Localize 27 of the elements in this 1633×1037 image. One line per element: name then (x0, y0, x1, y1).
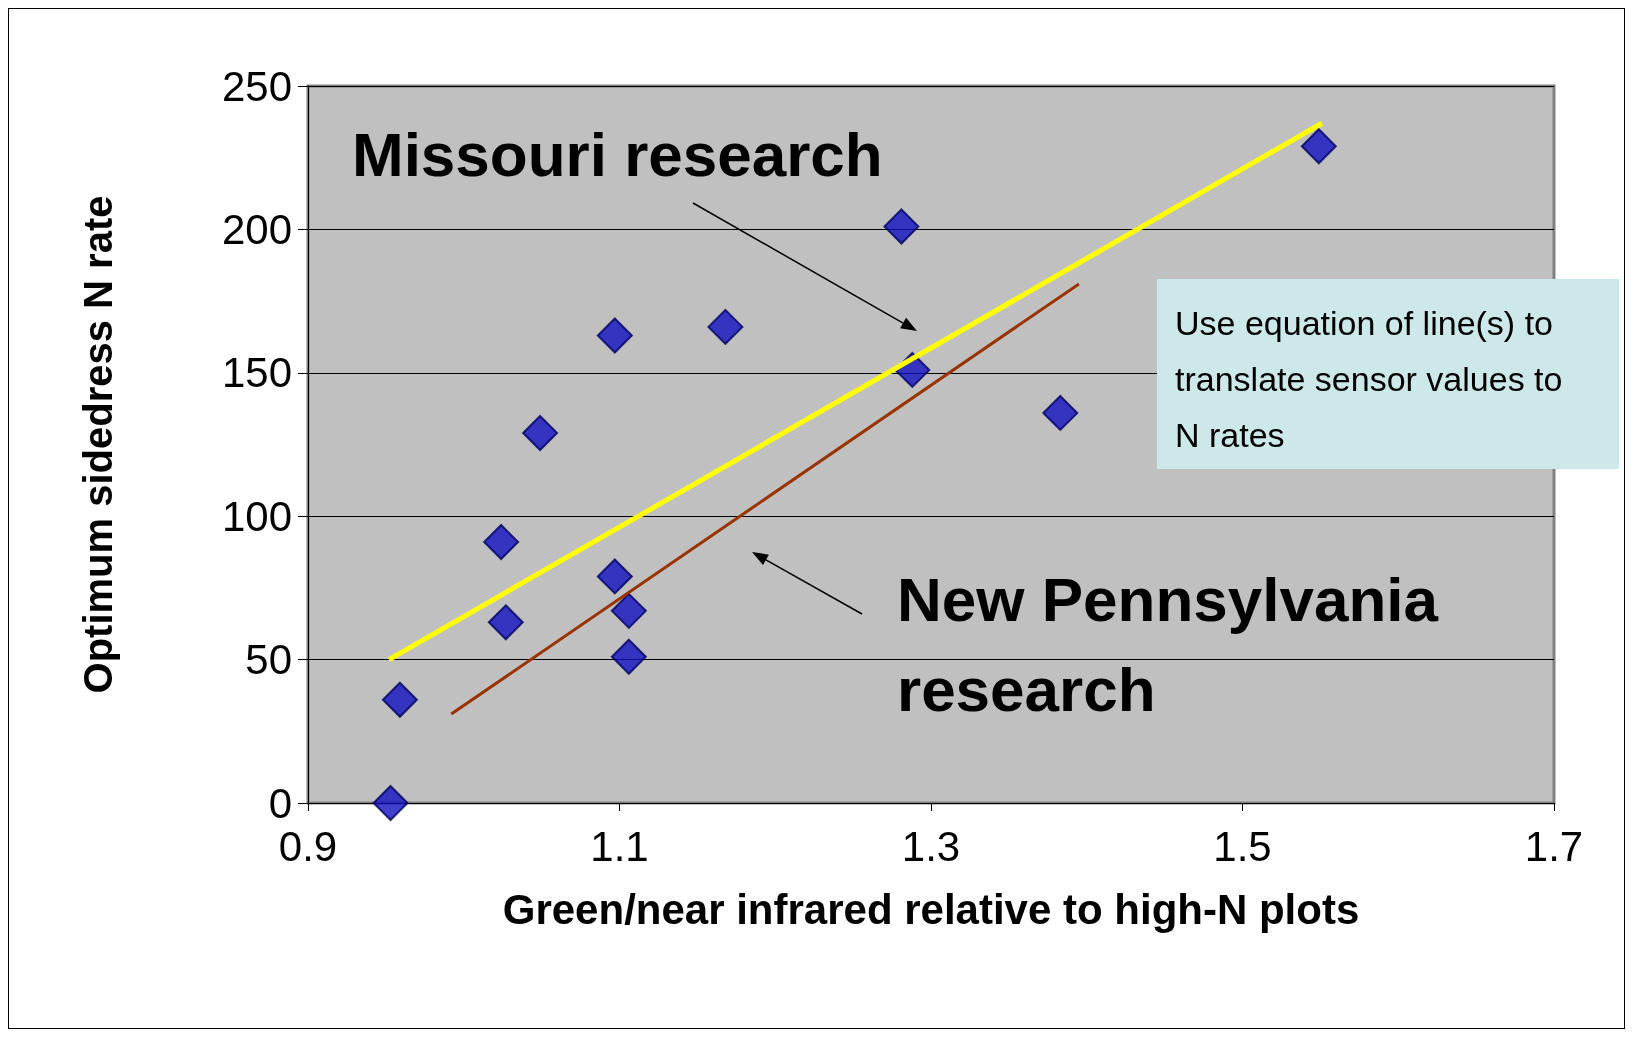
point (487, 604, 524, 641)
y-tick-label: 50 (245, 636, 292, 684)
x-tick-label: 1.3 (901, 822, 961, 870)
point (381, 681, 418, 718)
point (707, 308, 744, 345)
point (610, 638, 647, 675)
y-tick-label: 200 (221, 205, 292, 253)
point (1042, 394, 1079, 431)
x-tick-label: 1.1 (590, 822, 649, 870)
point (596, 558, 633, 595)
point (372, 785, 409, 821)
x-tick-label: 1.5 (1213, 822, 1272, 870)
point (483, 524, 520, 561)
annotation: Use equation of line(s) to translate sensor values to N rates (1175, 304, 1572, 454)
y-tick-label: 150 (221, 349, 292, 397)
point (610, 592, 647, 629)
point (883, 208, 920, 245)
text: Missouri research (352, 119, 883, 189)
point (596, 317, 633, 354)
point (522, 415, 559, 452)
text: New Pennsylvania research (897, 564, 1456, 724)
point (1300, 128, 1337, 165)
x-axis-title: Green/near infrared relative to high-N plots (502, 885, 1360, 933)
y-tick-label: 100 (221, 492, 292, 540)
x-tick-label: 1.7 (1524, 822, 1584, 870)
y-axis-title: Optimum sidedress N rate (76, 195, 120, 694)
y-tick-label: 250 (221, 62, 292, 110)
